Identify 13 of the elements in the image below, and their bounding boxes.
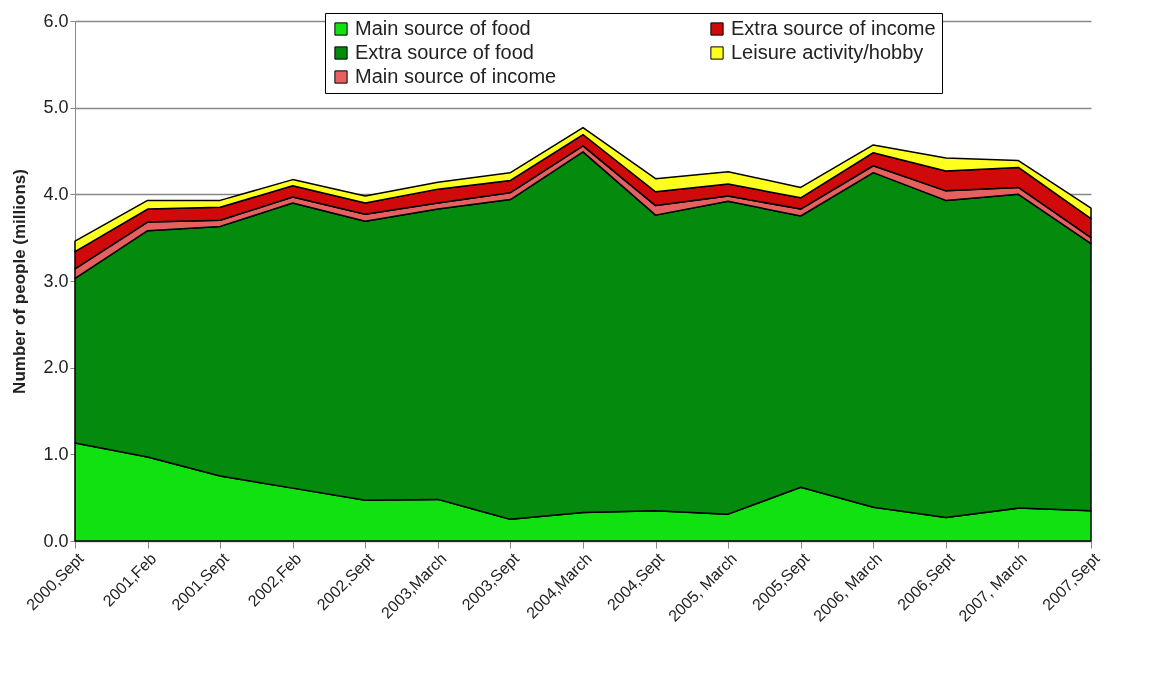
legend-label: Leisure activity/hobby xyxy=(731,41,924,63)
y-tick-label: 1.0 xyxy=(43,443,69,464)
y-tick-label: 6.0 xyxy=(43,10,69,31)
y-axis-title: Number of people (millions) xyxy=(10,169,30,394)
legend-label: Main source of income xyxy=(355,65,557,87)
legend-label: Main source of food xyxy=(355,17,531,39)
y-tick-label: 3.0 xyxy=(43,270,69,291)
legend-label: Extra source of food xyxy=(355,41,534,63)
y-tick-label: 0.0 xyxy=(43,530,69,551)
y-tick-label: 2.0 xyxy=(43,357,69,378)
y-tick-label: 4.0 xyxy=(43,183,69,204)
legend-label: Extra source of income xyxy=(731,17,936,39)
y-tick-label: 5.0 xyxy=(43,97,69,118)
